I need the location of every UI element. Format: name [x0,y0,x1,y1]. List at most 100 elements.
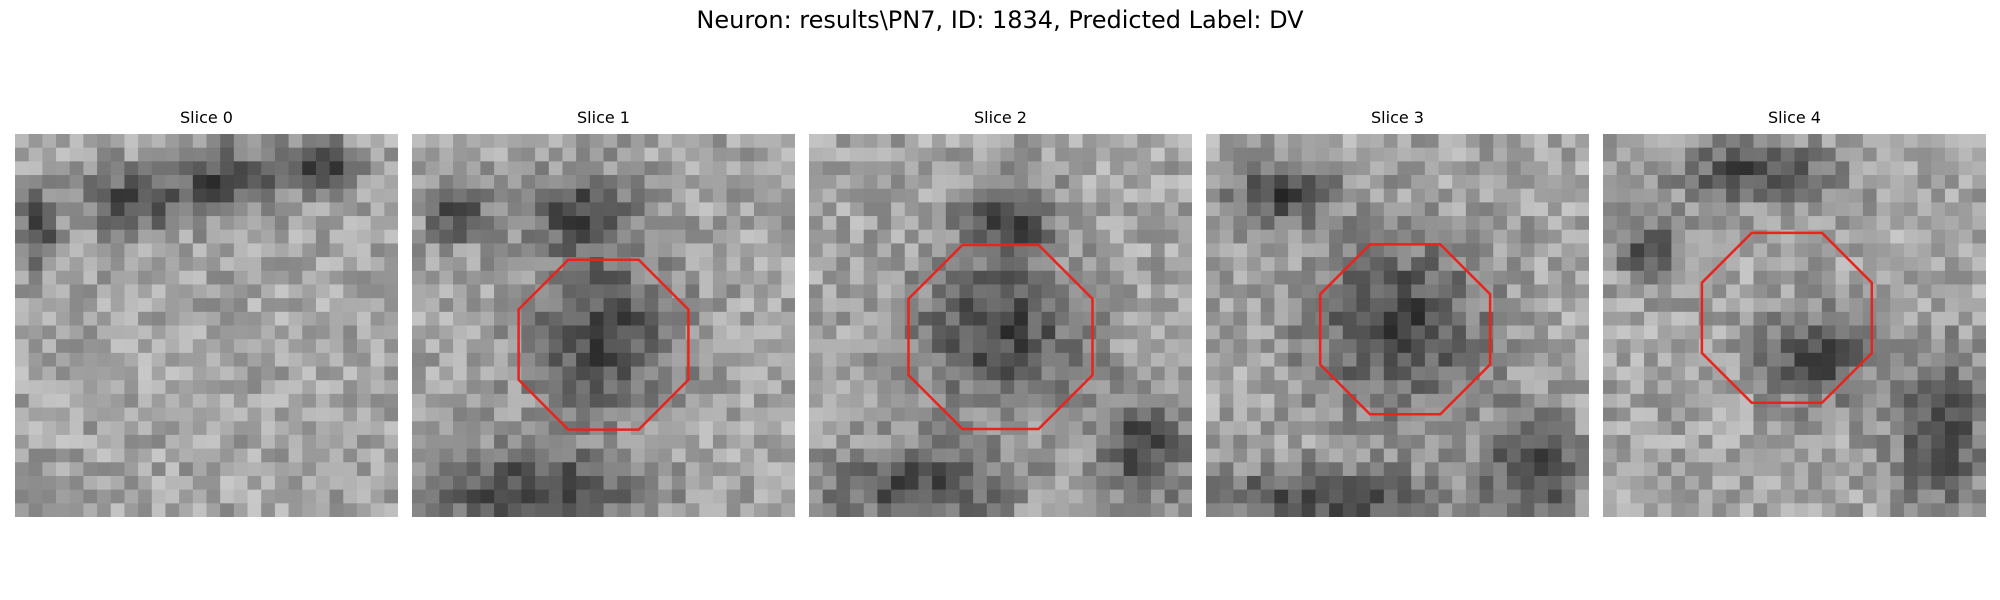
pixel [69,352,84,368]
pixel [1452,284,1467,299]
pixel [1000,161,1015,176]
pixel [1178,380,1192,395]
pixel [918,475,933,491]
pixel [439,475,454,491]
pixel [1712,161,1727,176]
pixel [1315,352,1330,368]
pixel [1164,366,1179,381]
pixel [685,134,700,149]
pixel [1438,434,1453,450]
pixel [370,270,385,286]
pixel [589,503,605,517]
pixel [15,434,30,450]
pixel [671,188,687,203]
pixel [206,134,221,149]
pixel [247,216,262,231]
pixel [548,257,564,272]
pixel [1397,188,1412,203]
pixel [1493,284,1508,299]
pixel [480,503,495,517]
pixel [1780,175,1796,190]
pixel [1821,366,1837,381]
pixel [945,393,961,409]
pixel [494,407,509,422]
pixel [466,202,481,217]
pixel [1712,489,1727,504]
pixel [151,489,167,504]
pixel [28,134,43,149]
pixel [315,421,331,436]
pixel [56,366,71,381]
pixel [1219,202,1234,217]
pixel [261,393,276,409]
pixel [1397,229,1412,245]
pixel [1821,257,1837,272]
pixel [1438,421,1453,436]
pixel [315,216,331,231]
pixel [1014,352,1029,368]
pixel [809,393,824,409]
pixel [466,188,481,203]
pixel [1041,434,1056,450]
pixel [343,503,358,517]
pixel [576,188,591,203]
pixel [617,270,632,286]
pixel [453,366,468,381]
pixel [1903,298,1919,313]
pixel [562,284,577,299]
pixel [644,503,659,517]
pixel [480,421,495,436]
pixel [370,380,385,395]
pixel [329,229,344,245]
pixel [521,366,536,381]
pixel [425,475,440,491]
pixel [261,161,276,176]
pixel [97,434,112,450]
pixel [1808,311,1823,327]
pixel [179,147,194,162]
pixel [740,503,755,517]
pixel [370,257,385,272]
pixel [206,257,221,272]
pixel [1438,257,1453,272]
pixel [521,434,536,450]
pixel [206,216,221,231]
pixel [548,298,564,313]
pixel [781,134,795,149]
pixel [384,188,398,203]
pixel [1808,407,1823,422]
pixel [261,216,276,231]
pixel [986,366,1002,381]
pixel [617,366,632,381]
pixel [165,448,180,463]
pixel [1096,462,1111,477]
pixel [1849,216,1864,231]
pixel [1370,352,1385,368]
pixel [69,325,84,340]
pixel [576,216,591,231]
pixel [1849,380,1864,395]
pixel [494,188,509,203]
pixel [151,188,167,203]
pixel [1931,257,1946,272]
pixel [1534,325,1549,340]
pixel [1849,147,1864,162]
pixel [1055,352,1070,368]
pixel [1068,284,1084,299]
pixel [439,216,454,231]
pixel [877,229,892,245]
pixel [548,175,564,190]
pixel [274,311,290,327]
pixel [973,475,988,491]
pixel [42,188,57,203]
pixel [1780,352,1796,368]
pixel [329,298,344,313]
pixel [425,298,440,313]
pixel [1288,366,1303,381]
pixel [740,434,755,450]
pixel [384,270,398,286]
pixel [453,147,468,162]
pixel [1274,352,1289,368]
pixel [1616,407,1631,422]
pixel [1315,462,1330,477]
